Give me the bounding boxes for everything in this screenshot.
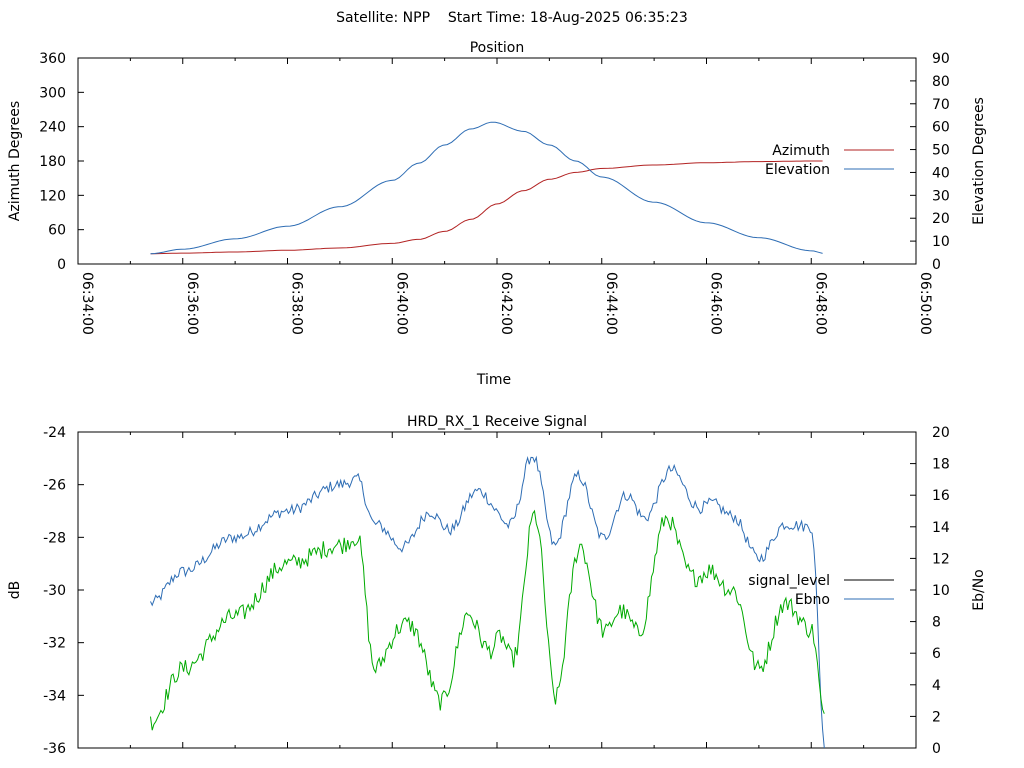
y-tick-label: 0	[57, 257, 66, 273]
y2-tick-label: 10	[932, 234, 950, 250]
legend-label: Azimuth	[772, 143, 830, 159]
y2-tick-label: 20	[932, 211, 950, 227]
signal-plot-frame	[77, 431, 917, 749]
y-tick-label: -26	[43, 478, 66, 494]
x-tick-label: 06:48:00	[812, 272, 828, 335]
series-line-azimuth	[150, 160, 823, 255]
signal-plot-layer: -36 -34 -32 -30 -28 -26 -24 0 2 4 6 8 10 12 14 16 18 20 si…	[43, 425, 950, 757]
y2-tick-label: 30	[932, 188, 950, 204]
position-chart-title: Position	[470, 40, 525, 56]
legend-label: signal_level	[748, 573, 830, 589]
y2-tick-label: 70	[932, 97, 950, 113]
series-line-elevation	[150, 121, 823, 255]
time-axis-label: Time	[476, 372, 511, 388]
y2-tick-label: 8	[932, 615, 941, 631]
y2-tick-label: 80	[932, 74, 950, 90]
x-tick-label: 06:46:00	[708, 272, 724, 335]
azimuth-axis-label: Azimuth Degrees	[7, 101, 23, 221]
x-tick-label: 06:44:00	[603, 272, 619, 335]
y2-tick-label: 60	[932, 120, 950, 136]
y-tick-label: -24	[43, 425, 66, 441]
y2-tick-label: 20	[932, 425, 950, 441]
y-tick-label: 180	[39, 154, 66, 170]
y-tick-label: 120	[39, 188, 66, 204]
position-plot-layer: 06:34:00 06:36:00 06:38:00 06:40:00 06:42:00…	[39, 51, 950, 335]
series-line-ebno	[150, 455, 825, 749]
figure-title: Satellite: NPP Start Time: 18-Aug-2025 0…	[336, 10, 688, 26]
x-tick-label: 06:42:00	[498, 272, 514, 335]
x-tick-label: 06:50:00	[917, 272, 933, 335]
y-tick-label: -30	[43, 583, 66, 599]
y2-tick-label: 0	[932, 741, 941, 757]
y2-tick-label: 90	[932, 51, 950, 67]
y-tick-label: -34	[43, 688, 66, 704]
x-tick-label: 06:38:00	[289, 272, 305, 335]
legend-label: Ebno	[795, 592, 830, 608]
x-tick-label: 06:36:00	[184, 272, 200, 335]
x-tick-label: 06:40:00	[393, 272, 409, 335]
y2-tick-label: 18	[932, 457, 950, 473]
y-tick-label: -32	[43, 636, 66, 652]
signal-chart-title: HRD_RX_1 Receive Signal	[407, 414, 587, 430]
y-tick-label: 60	[48, 223, 66, 239]
y2-tick-label: 0	[932, 257, 941, 273]
y2-tick-label: 6	[932, 646, 941, 662]
y2-tick-label: 4	[932, 678, 941, 694]
y-tick-label: 240	[39, 120, 66, 136]
ebno-axis-label: Eb/No	[971, 569, 987, 611]
x-tick-label: 06:34:00	[79, 272, 95, 335]
y-tick-label: 300	[39, 85, 66, 101]
legend-label: Elevation	[765, 162, 830, 178]
y-tick-label: -28	[43, 530, 66, 546]
y2-tick-label: 50	[932, 143, 950, 159]
series-line-signal	[150, 509, 825, 731]
db-axis-label: dB	[7, 581, 23, 600]
y2-tick-label: 10	[932, 583, 950, 599]
y2-tick-label: 14	[932, 520, 950, 536]
elevation-axis-label: Elevation Degrees	[971, 97, 987, 225]
y2-tick-label: 16	[932, 488, 950, 504]
y2-tick-label: 40	[932, 165, 950, 181]
y-tick-label: -36	[43, 741, 66, 757]
y-tick-label: 360	[39, 51, 66, 67]
y2-tick-label: 12	[932, 551, 950, 567]
y2-tick-label: 2	[932, 709, 941, 725]
